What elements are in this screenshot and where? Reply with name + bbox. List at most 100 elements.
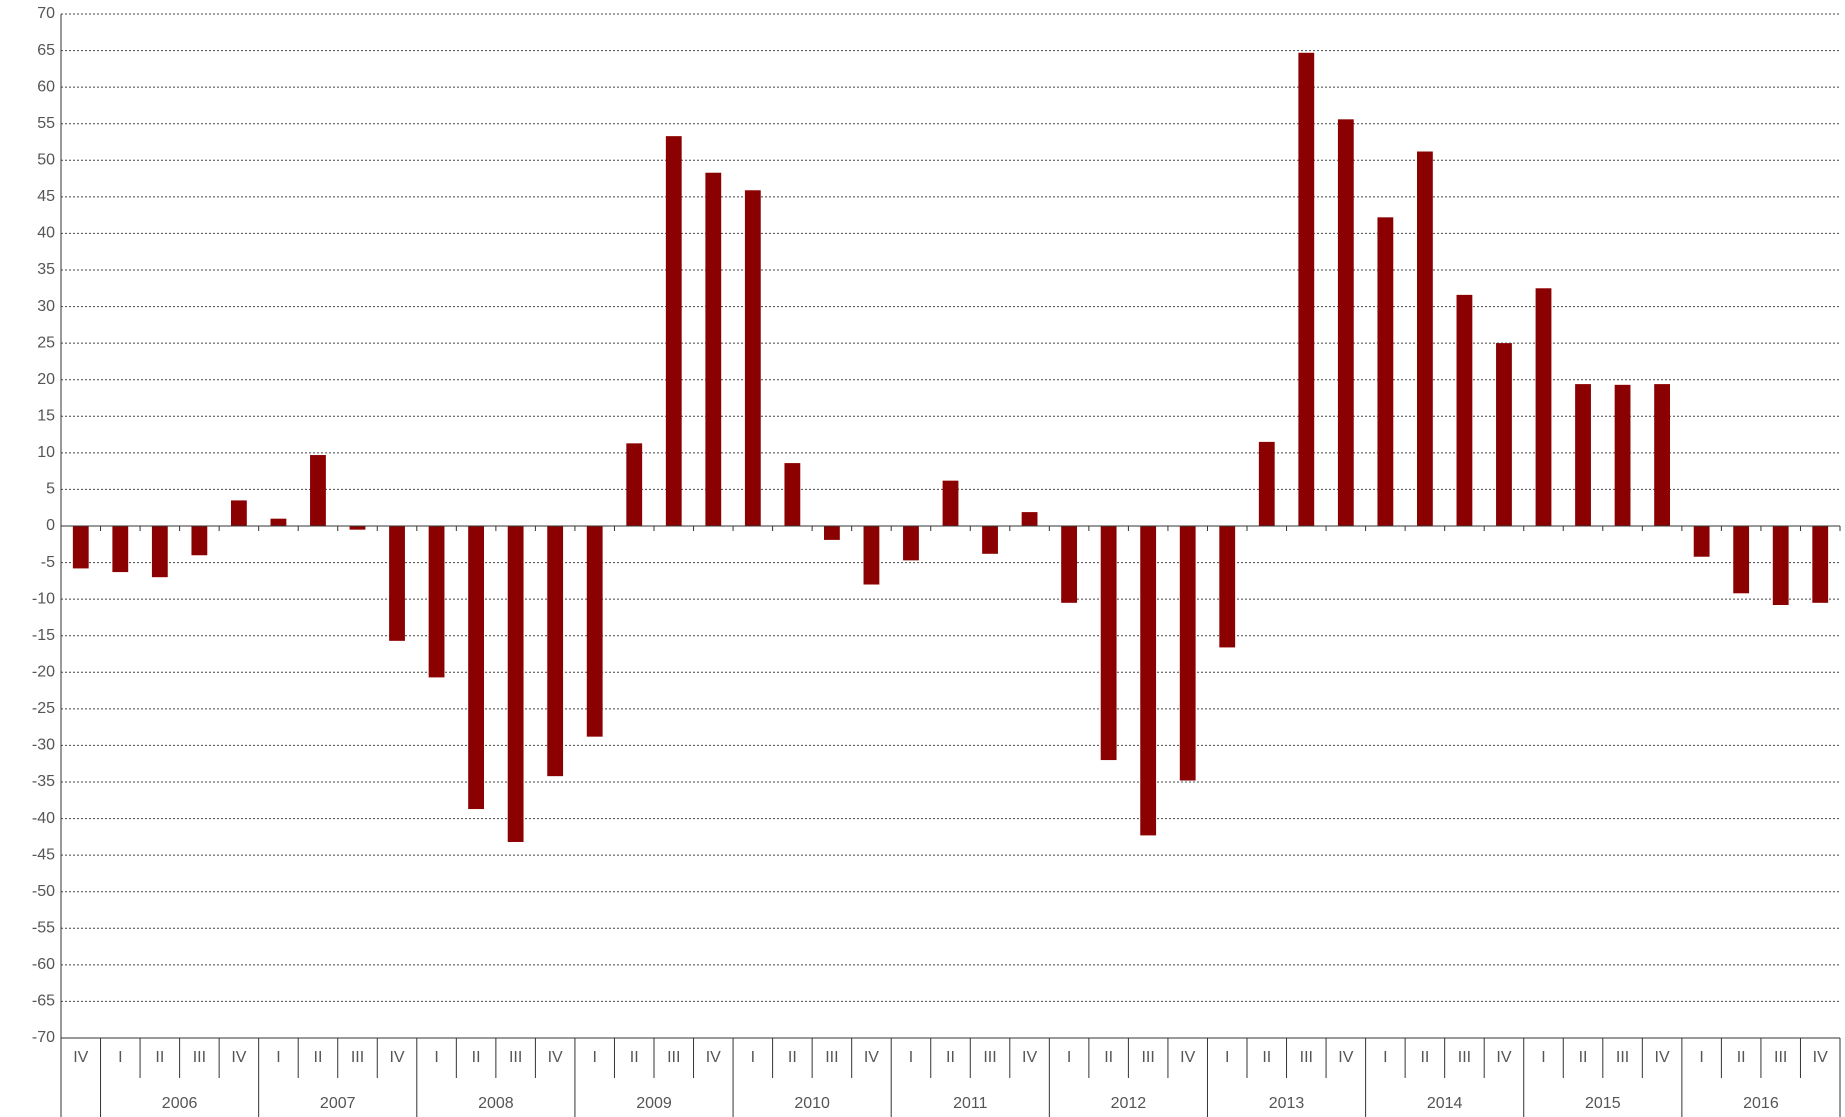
x-tick-label: II [314,1049,323,1066]
bar [547,526,564,777]
y-tick-label: -40 [32,810,55,827]
x-tick-label: IV [1655,1049,1670,1066]
x-tick-label: II [1579,1049,1588,1066]
bar [507,526,524,842]
y-tick-label: -65 [32,993,55,1010]
x-tick-label: I [909,1049,913,1066]
bar [1693,526,1710,557]
x-tick-label: I [592,1049,596,1066]
x-tick-label: II [630,1049,639,1066]
y-tick-label: -25 [32,700,55,717]
bar [982,526,998,554]
x-tick-label: II [1420,1049,1429,1066]
x-tick-label: I [1541,1049,1545,1066]
bar [1614,384,1631,526]
bar [1772,526,1789,605]
bar [586,526,603,737]
x-tick-label: III [983,1049,996,1066]
y-tick-label: 15 [37,408,55,425]
bar [112,526,129,573]
x-tick-label: III [193,1049,206,1066]
x-tick-label: IV [1022,1049,1037,1066]
y-tick-label: 20 [37,371,55,388]
bar [863,526,880,585]
y-tick-label: -70 [32,1029,55,1046]
y-tick-label: -45 [32,846,55,863]
x-tick-label: IV [706,1049,721,1066]
x-tick-label: I [118,1049,122,1066]
bar [72,526,89,569]
bar [1654,384,1671,526]
y-tick-label: 10 [37,444,55,461]
x-tick-label: I [751,1049,755,1066]
y-tick-label: -50 [32,883,55,900]
bar [942,480,959,526]
year-label: 2015 [1585,1095,1621,1112]
bar [1100,526,1117,761]
bar [1298,52,1315,526]
x-tick-label: II [472,1049,481,1066]
y-tick-label: -10 [32,590,55,607]
bar [626,443,643,526]
y-tick-label: -20 [32,664,55,681]
y-tick-label: -5 [41,554,55,571]
bar [1140,526,1157,836]
x-tick-label: IV [864,1049,879,1066]
x-tick-label: IV [1180,1049,1195,1066]
x-tick-label: III [1300,1049,1313,1066]
y-tick-label: -35 [32,773,55,790]
x-tick-label: IV [1813,1049,1828,1066]
x-tick-label: II [155,1049,164,1066]
bar [1258,441,1275,526]
x-tick-label: I [1225,1049,1229,1066]
x-tick-label: I [434,1049,438,1066]
bar [191,526,208,556]
x-tick-label: IV [548,1049,563,1066]
x-tick-label: III [825,1049,838,1066]
year-label: 2011 [953,1095,988,1112]
bar [389,526,405,641]
x-tick-label: IV [1338,1049,1353,1066]
x-tick-label: II [1737,1049,1746,1066]
bar [1337,119,1354,526]
year-label: 2016 [1743,1095,1779,1112]
y-tick-label: 30 [37,298,55,315]
y-tick-label: -15 [32,627,55,644]
year-label: 2013 [1269,1095,1305,1112]
y-tick-label: 55 [37,115,55,132]
x-tick-label: III [1616,1049,1629,1066]
bar [270,518,287,526]
x-tick-label: III [351,1049,364,1066]
bar [1733,526,1750,594]
bar [823,526,840,540]
bar [1535,288,1552,526]
bar [1456,294,1473,526]
bar [705,172,722,526]
bar [310,455,326,526]
bar [1021,512,1038,526]
x-tick-label: III [667,1049,680,1066]
bar [1496,343,1512,526]
x-tick-label: II [946,1049,955,1066]
bar [903,526,919,561]
bar [665,136,682,527]
bar [1416,151,1433,526]
y-tick-label: -60 [32,956,55,973]
year-label: 2006 [162,1095,198,1112]
x-tick-label: II [788,1049,797,1066]
bar [468,526,485,810]
bar [1377,217,1394,526]
x-tick-label: I [276,1049,280,1066]
year-label: 2010 [794,1095,830,1112]
x-tick-label: I [1699,1049,1703,1066]
bar [428,526,445,678]
x-tick-label: IV [73,1049,88,1066]
bar [1575,384,1591,526]
x-tick-label: IV [1496,1049,1511,1066]
bar [1179,526,1196,781]
y-tick-label: 5 [46,481,55,498]
x-tick-label: III [1458,1049,1471,1066]
y-tick-label: 45 [37,188,55,205]
year-label: 2014 [1427,1095,1463,1112]
bar [1219,526,1236,648]
